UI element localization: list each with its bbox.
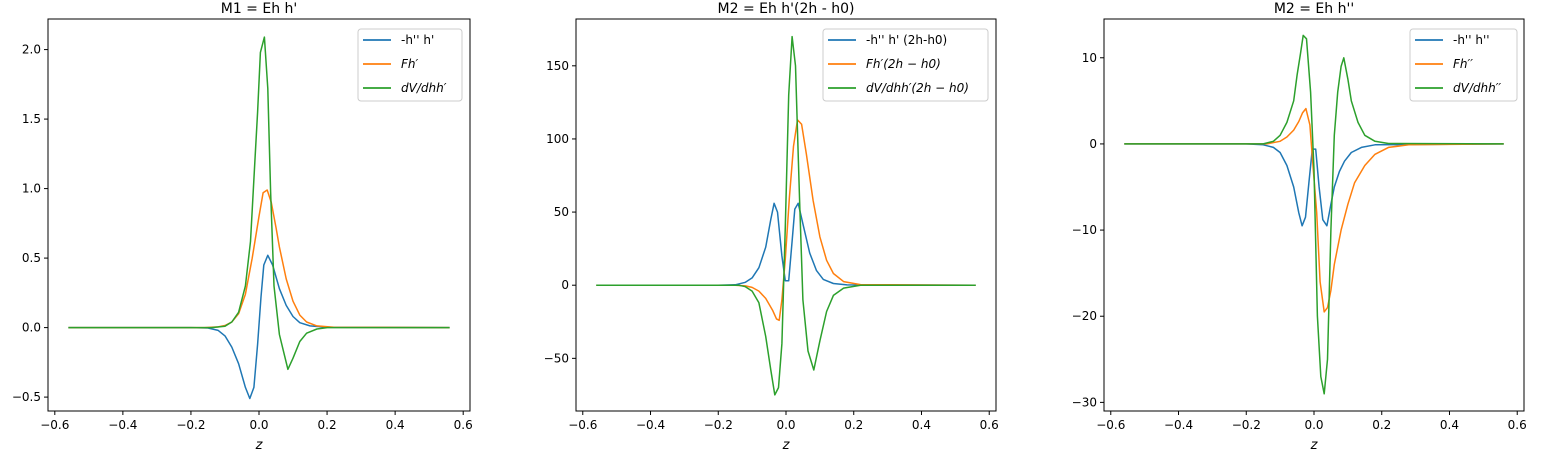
y-tick-label: 1.0 bbox=[22, 182, 41, 196]
chart-panel-1: M1 = Eh h' −0.6 −0.4 −0.2 0.0 0.2 0.4 0.6 −0.5 0.… bbox=[12, 1, 473, 450]
y-tick-label: −30 bbox=[1072, 395, 1097, 409]
x-tick-label: 0.0 bbox=[249, 418, 268, 432]
y-tick-label: 100 bbox=[546, 132, 569, 146]
x-tick-label: −0.2 bbox=[176, 418, 205, 432]
y-tick-label: −20 bbox=[1072, 309, 1097, 323]
legend: -h'' h' (2h-h0) Fh′(2h − h0) dV/dhh′(2h − … bbox=[822, 28, 989, 102]
y-tick-label: 0 bbox=[561, 278, 569, 292]
series-line-2 bbox=[1124, 107, 1504, 313]
x-axis-label: z bbox=[782, 438, 791, 450]
chart-title: M2 = Eh h'' bbox=[1274, 1, 1354, 17]
legend-label: dV/dhh′′ bbox=[1453, 81, 1501, 95]
x-axis-label: z bbox=[1310, 438, 1319, 450]
y-tick-label: 150 bbox=[546, 59, 569, 73]
x-tick-label: −0.2 bbox=[704, 418, 733, 432]
series-line-3 bbox=[596, 35, 976, 396]
legend-box bbox=[357, 28, 463, 102]
legend-label: -h'' h'' bbox=[1453, 33, 1490, 47]
chart-title: M1 = Eh h' bbox=[221, 1, 298, 17]
y-tick-label: −10 bbox=[1072, 223, 1097, 237]
x-tick-label: 0.4 bbox=[386, 418, 405, 432]
x-tick-label: −0.6 bbox=[568, 418, 597, 432]
series-line-3 bbox=[1124, 34, 1504, 395]
x-tick-label: −0.2 bbox=[1232, 418, 1261, 432]
legend: -h'' h' Fh′ dV/dhh′ bbox=[357, 28, 463, 102]
series-line-1 bbox=[596, 202, 976, 286]
series-line-3 bbox=[68, 36, 450, 371]
x-tick-label: 0.0 bbox=[776, 418, 795, 432]
x-tick-label: 0.6 bbox=[1508, 418, 1527, 432]
legend-label: dV/dhh′ bbox=[401, 81, 447, 95]
x-tick-label: −0.4 bbox=[108, 418, 137, 432]
x-tick-label: 0.4 bbox=[1440, 418, 1459, 432]
x-tick-label: 0.2 bbox=[1372, 418, 1391, 432]
series-line-1 bbox=[1124, 143, 1504, 227]
y-tick-label: 1.5 bbox=[22, 112, 41, 126]
y-tick-label: 0.5 bbox=[22, 251, 41, 265]
y-tick-label: 10 bbox=[1082, 51, 1097, 65]
x-tick-label: 0.6 bbox=[980, 418, 999, 432]
x-tick-label: −0.4 bbox=[1164, 418, 1193, 432]
legend-box bbox=[1409, 28, 1518, 102]
x-tick-label: 0.4 bbox=[912, 418, 931, 432]
legend-label: Fh′ bbox=[401, 57, 419, 71]
chart-panel-2: M2 = Eh h'(2h - h0) −0.6 −0.4 −0.2 0.0 0.2 0.4… bbox=[544, 1, 999, 450]
x-tick-label: −0.6 bbox=[1096, 418, 1125, 432]
series-line-1 bbox=[68, 254, 450, 400]
legend-label: Fh′′ bbox=[1453, 57, 1473, 71]
series-line-2 bbox=[596, 119, 976, 322]
x-tick-label: 0.2 bbox=[844, 418, 863, 432]
legend-label: -h'' h' bbox=[401, 33, 434, 47]
series-line-2 bbox=[68, 189, 450, 329]
y-tick-label: 0 bbox=[1089, 137, 1097, 151]
legend-box bbox=[822, 28, 989, 102]
legend: -h'' h'' Fh′′ dV/dhh′′ bbox=[1409, 28, 1518, 102]
legend-label: Fh′(2h − h0) bbox=[866, 57, 941, 71]
x-tick-label: −0.6 bbox=[40, 418, 69, 432]
y-tick-label: −50 bbox=[544, 351, 569, 365]
y-tick-label: 0.0 bbox=[22, 321, 41, 335]
y-tick-label: −0.5 bbox=[12, 390, 41, 404]
y-tick-label: 2.0 bbox=[22, 43, 41, 57]
x-tick-label: −0.4 bbox=[636, 418, 665, 432]
legend-label: -h'' h' (2h-h0) bbox=[866, 33, 947, 47]
legend-label: dV/dhh′(2h − h0) bbox=[866, 81, 969, 95]
chart-title: M2 = Eh h'(2h - h0) bbox=[718, 1, 855, 17]
x-tick-label: 0.6 bbox=[454, 418, 473, 432]
x-tick-label: 0.2 bbox=[318, 418, 337, 432]
y-tick-label: 50 bbox=[554, 205, 569, 219]
chart-panel-3: M2 = Eh h'' −0.6 −0.4 −0.2 0.0 0.2 0.4 0.6 −30 −2… bbox=[1072, 1, 1527, 450]
x-tick-label: 0.0 bbox=[1304, 418, 1323, 432]
x-axis-label: z bbox=[255, 438, 264, 450]
